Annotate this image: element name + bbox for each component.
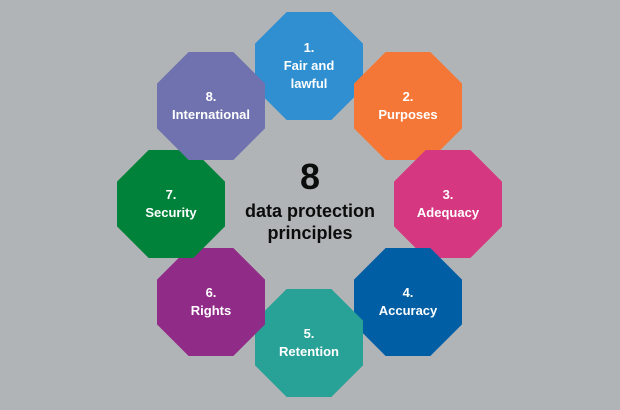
- principle-6-number: 6.: [205, 285, 217, 300]
- principle-2-label: Purposes: [378, 107, 438, 122]
- principle-1-number: 1.: [303, 40, 315, 55]
- principle-5-number: 5.: [303, 326, 315, 341]
- principle-7-label: Security: [145, 205, 197, 220]
- principle-8-international: 8. International: [157, 52, 265, 160]
- principle-4-label: Accuracy: [378, 303, 438, 318]
- principle-6-label: Rights: [190, 303, 232, 318]
- principle-7-number: 7.: [165, 187, 177, 202]
- principle-4-number: 4.: [402, 285, 414, 300]
- principle-8-number: 8.: [205, 89, 217, 104]
- principle-1-label: Fair and lawful: [283, 58, 335, 91]
- principle-3-number: 3.: [442, 187, 454, 202]
- principle-4-accuracy: 4. Accuracy: [354, 248, 462, 356]
- principle-2-number: 2.: [402, 89, 414, 104]
- principle-3-label: Adequacy: [416, 205, 480, 220]
- center-title: 8 data protection principles: [210, 158, 410, 244]
- principle-6-rights: 6. Rights: [157, 248, 265, 356]
- center-line-1: data protection: [244, 201, 375, 221]
- principle-1-fair-and-lawful: 1. Fair and lawful: [255, 12, 363, 120]
- principle-3-adequacy: 3. Adequacy: [394, 150, 502, 258]
- principle-5-retention: 5. Retention: [255, 289, 363, 397]
- principle-2-purposes: 2. Purposes: [354, 52, 462, 160]
- principle-7-security: 7. Security: [117, 150, 225, 258]
- center-number: 8: [299, 156, 321, 197]
- principle-5-label: Retention: [279, 344, 339, 359]
- center-line-2: principles: [267, 223, 353, 243]
- principle-8-label: International: [171, 107, 250, 122]
